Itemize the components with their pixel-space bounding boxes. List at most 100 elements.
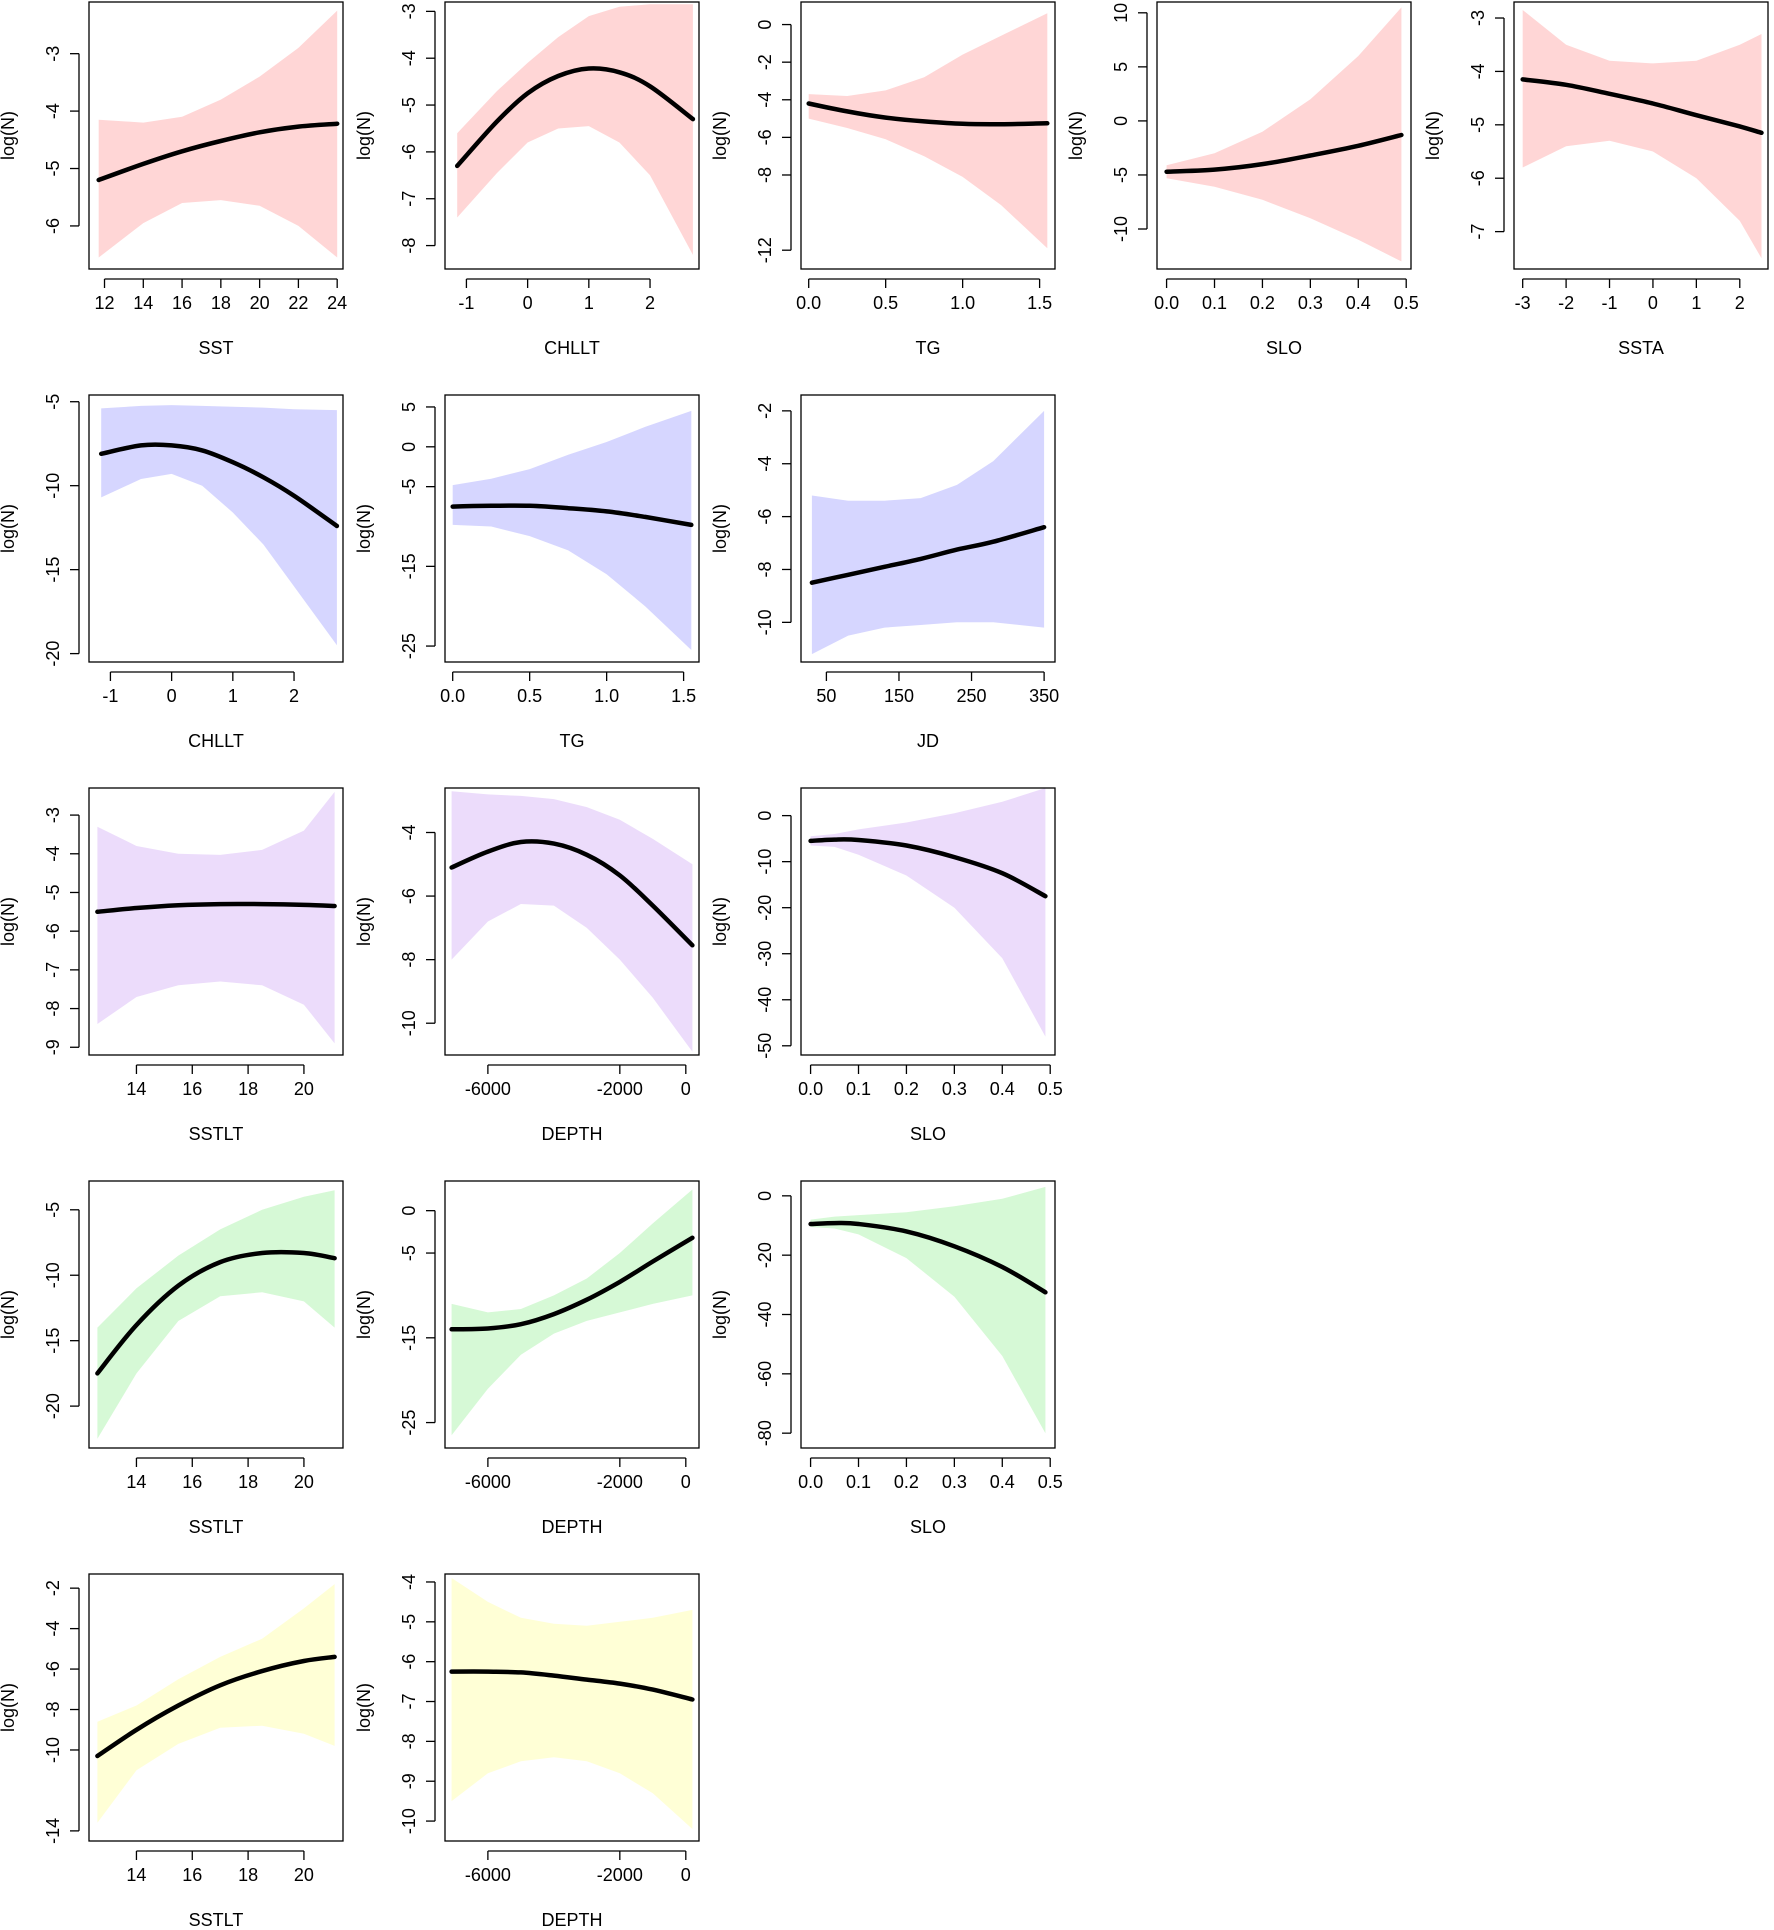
y-tick-label: -60 bbox=[755, 1361, 775, 1387]
y-tick-label: -5 bbox=[399, 1245, 419, 1261]
x-tick-label: 18 bbox=[238, 1472, 258, 1492]
y-tick-label: -8 bbox=[43, 1702, 63, 1718]
y-tick-label: -9 bbox=[399, 1773, 419, 1789]
y-tick-label: 10 bbox=[1111, 3, 1131, 23]
y-tick-label: -5 bbox=[43, 1202, 63, 1218]
x-tick-label: 0.5 bbox=[1394, 293, 1419, 313]
panel-slo-r1c4: 0.0 0.1 0.2 0.3 0.4 0.5 SLO 10 5 0 -5 -10 log(N) bbox=[1066, 1, 1419, 358]
y-axis-title: log(N) bbox=[354, 1683, 374, 1732]
fitted-line bbox=[95, 1654, 337, 1759]
x-tick-label: 0.2 bbox=[1250, 293, 1275, 313]
x-tick-label: 0.5 bbox=[873, 293, 898, 313]
fitted-line bbox=[95, 1249, 337, 1376]
panel-depth-r3c2: -6000 -2000 0 DEPTH -4 -6 -8 -10 log(N) bbox=[354, 787, 700, 1144]
x-tick-label: 14 bbox=[126, 1079, 146, 1099]
y-tick-label: -2 bbox=[43, 1580, 63, 1596]
y-tick-label: -15 bbox=[399, 553, 419, 579]
x-axis-title: SSTLT bbox=[189, 1517, 244, 1537]
y-tick-label: -10 bbox=[399, 1010, 419, 1036]
plot-frame bbox=[800, 1180, 1056, 1449]
y-tick-label: -50 bbox=[755, 1033, 775, 1059]
x-axis-title: SSTLT bbox=[189, 1124, 244, 1144]
y-tick-label: -3 bbox=[43, 807, 63, 823]
y-tick-label: 0 bbox=[399, 442, 419, 452]
y-tick-label: -5 bbox=[399, 97, 419, 113]
x-tick-label: 0 bbox=[1648, 293, 1658, 313]
y-tick-label: 5 bbox=[1111, 62, 1131, 72]
y-axis-title: log(N) bbox=[0, 111, 18, 160]
x-tick-label: 1.5 bbox=[671, 686, 696, 706]
y-tick-label: -5 bbox=[43, 394, 63, 410]
x-tick-label: 18 bbox=[211, 293, 231, 313]
plot-frame bbox=[444, 1180, 700, 1449]
plot-frame bbox=[444, 394, 700, 663]
x-tick-label: 250 bbox=[957, 686, 987, 706]
x-tick-label: 16 bbox=[182, 1079, 202, 1099]
x-tick-label: 20 bbox=[294, 1865, 314, 1885]
x-tick-label: -2000 bbox=[597, 1472, 643, 1492]
plot-frame bbox=[444, 787, 700, 1056]
y-tick-label: -30 bbox=[755, 941, 775, 967]
y-tick-label: -10 bbox=[43, 473, 63, 499]
fitted-line bbox=[808, 1220, 1048, 1295]
y-tick-label: -6 bbox=[43, 923, 63, 939]
y-axis-title: log(N) bbox=[354, 504, 374, 553]
panel-chllt-r1c2: -1 0 1 2 CHLLT -3 -4 -5 -6 -7 -8 log(N) bbox=[354, 1, 700, 358]
x-tick-label: 0.3 bbox=[1298, 293, 1323, 313]
y-tick-label: -6 bbox=[755, 129, 775, 145]
y-tick-label: -4 bbox=[43, 103, 63, 119]
panel-tg-r1c3: 0.0 0.5 1.0 1.5 TG 0 -2 -4 -6 -8 -12 log(N) bbox=[710, 1, 1056, 358]
y-tick-label: -9 bbox=[43, 1039, 63, 1055]
x-tick-label: -1 bbox=[1602, 293, 1618, 313]
x-axis-title: SSTLT bbox=[189, 1910, 244, 1930]
y-tick-label: -4 bbox=[399, 1574, 419, 1590]
y-tick-label: -6 bbox=[399, 888, 419, 904]
x-tick-label: 0 bbox=[681, 1472, 691, 1492]
x-tick-label: 0.0 bbox=[796, 293, 821, 313]
y-tick-label: -7 bbox=[1468, 224, 1488, 240]
y-tick-label: -2 bbox=[755, 403, 775, 419]
confidence-band bbox=[97, 791, 335, 1044]
x-tick-label: 1.0 bbox=[950, 293, 975, 313]
x-tick-label: 0.2 bbox=[894, 1472, 919, 1492]
x-tick-label: -2000 bbox=[597, 1079, 643, 1099]
x-tick-label: 0 bbox=[167, 686, 177, 706]
x-axis-title: DEPTH bbox=[541, 1910, 602, 1930]
plot-frame bbox=[88, 394, 344, 663]
plot-frame bbox=[88, 1573, 344, 1842]
y-axis-title: log(N) bbox=[0, 897, 18, 946]
y-tick-label: -4 bbox=[755, 92, 775, 108]
y-tick-label: -15 bbox=[43, 1328, 63, 1354]
y-tick-label: -6 bbox=[1468, 170, 1488, 186]
y-axis-title: log(N) bbox=[710, 897, 730, 946]
y-axis-title: log(N) bbox=[354, 897, 374, 946]
x-tick-label: 0.5 bbox=[517, 686, 542, 706]
plot-frame bbox=[800, 1, 1056, 270]
x-tick-label: 0.4 bbox=[1346, 293, 1371, 313]
x-tick-label: 0.0 bbox=[798, 1472, 823, 1492]
y-tick-label: -4 bbox=[43, 846, 63, 862]
x-tick-label: -2000 bbox=[597, 1865, 643, 1885]
fitted-line bbox=[449, 839, 695, 948]
y-tick-label: 5 bbox=[399, 402, 419, 412]
x-tick-label: 14 bbox=[126, 1472, 146, 1492]
confidence-band bbox=[1166, 7, 1402, 262]
confidence-band bbox=[98, 10, 338, 258]
y-axis-title: log(N) bbox=[0, 1683, 18, 1732]
y-tick-label: -5 bbox=[43, 161, 63, 177]
y-tick-label: -10 bbox=[43, 1737, 63, 1763]
panel-ssta-r1c5: -3 -2 -1 0 1 2 SSTA -3 -4 -5 -6 -7 log(N) bbox=[1423, 1, 1769, 358]
y-tick-label: -6 bbox=[43, 218, 63, 234]
panel-depth-r4c2: -6000 -2000 0 DEPTH 0 -5 -15 -25 log(N) bbox=[354, 1180, 700, 1537]
y-tick-label: 0 bbox=[755, 1191, 775, 1201]
y-tick-label: -6 bbox=[399, 1654, 419, 1670]
y-tick-label: -8 bbox=[755, 167, 775, 183]
x-tick-label: -1 bbox=[458, 293, 474, 313]
x-tick-label: 150 bbox=[884, 686, 914, 706]
x-axis-title: SLO bbox=[910, 1124, 946, 1144]
y-tick-label: -3 bbox=[399, 3, 419, 19]
y-tick-label: -5 bbox=[399, 1614, 419, 1630]
y-tick-label: -40 bbox=[755, 987, 775, 1013]
y-tick-label: -10 bbox=[399, 1808, 419, 1834]
